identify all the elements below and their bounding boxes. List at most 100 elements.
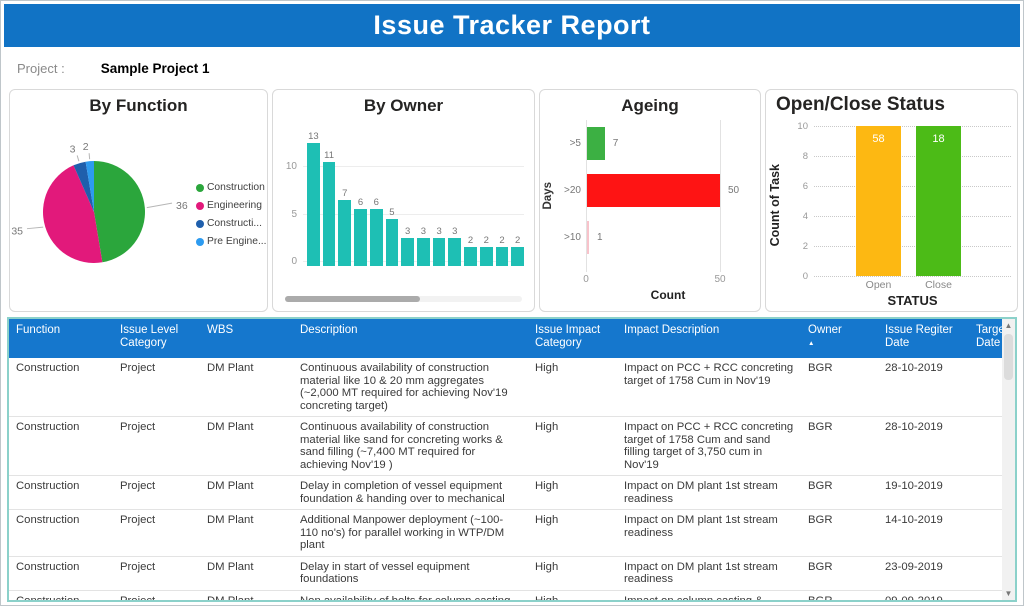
table-cell: High xyxy=(528,475,617,510)
svg-text:3: 3 xyxy=(70,144,76,156)
by-owner-plot[interactable]: 0 5 10 13 11 7 6 6 5 3 3 3 3 2 2 2 2 xyxy=(273,120,528,268)
table-cell: Impact on PCC + RCC concreting target of… xyxy=(624,362,794,387)
ageing-x-ticks: 0 50 xyxy=(583,274,750,288)
pie-slice-3[interactable] xyxy=(85,161,94,212)
legend-label: Pre Engine... xyxy=(207,236,267,247)
owner-bar[interactable]: 3 xyxy=(417,226,430,266)
by-function-pie[interactable]: 36 35 3 2 xyxy=(10,116,196,294)
ageing-bar-row[interactable]: 1 xyxy=(586,214,750,260)
table-cell: Construction xyxy=(9,475,113,510)
legend-label: Constructi... xyxy=(207,218,262,229)
owner-bar[interactable]: 7 xyxy=(338,188,352,266)
by-function-body: 36 35 3 2 Construction Engineering Constructi… xyxy=(10,116,267,294)
column-header-issue-impact-category[interactable]: Issue Impact Category xyxy=(528,319,617,359)
by-owner-scrollbar[interactable] xyxy=(285,296,522,302)
table-vertical-scrollbar[interactable]: ▲ ▼ xyxy=(1002,319,1015,600)
owner-bar[interactable]: 6 xyxy=(354,197,367,266)
owner-bar[interactable]: 3 xyxy=(401,226,415,266)
x-tick-label: 0 xyxy=(583,274,589,285)
table-cell: BGR xyxy=(801,589,878,600)
open-close-y-axis-label: Count of Task xyxy=(768,163,782,247)
legend-label: Construction xyxy=(207,182,265,193)
scrollbar-thumb[interactable] xyxy=(1004,334,1013,380)
owner-bar[interactable]: 13 xyxy=(307,131,320,266)
report-title: Issue Tracker Report xyxy=(373,10,651,40)
column-header-owner[interactable]: Owner ▲ xyxy=(801,319,878,359)
legend-dot-icon xyxy=(196,201,204,210)
pie-slice-1[interactable] xyxy=(43,165,103,263)
bar-value-label: 2 xyxy=(467,235,474,247)
table-cell: Impact on DM plant 1st stream readiness xyxy=(617,475,801,510)
table-row[interactable]: Construction Project DM Plant Non availabil… xyxy=(9,589,1015,600)
x-tick-label: 50 xyxy=(714,274,726,285)
bar-value-label: 2 xyxy=(515,235,521,247)
legend-dot-icon xyxy=(196,183,204,192)
ageing-plot[interactable]: 7 50 1 xyxy=(586,120,750,272)
status-bar-open[interactable]: 58 xyxy=(856,126,901,276)
column-header-impact-description[interactable]: Impact Description xyxy=(617,319,801,359)
table-cell: 28-10-2019 xyxy=(885,362,943,375)
scrollbar-thumb[interactable] xyxy=(285,296,421,302)
owner-bar[interactable]: 6 xyxy=(369,197,383,266)
table-row[interactable]: Construction Project DM Plant Delay in comp… xyxy=(9,475,1015,510)
table-cell: 28-10-2019 xyxy=(878,416,969,476)
ageing-y-axis-label: Days xyxy=(542,182,554,210)
table-row[interactable]: Construction Project DM Plant Continuous av… xyxy=(9,416,1015,476)
scroll-up-icon[interactable]: ▲ xyxy=(1004,321,1013,330)
y-tick-label: 10 xyxy=(797,121,808,132)
legend-item[interactable]: Pre Engine... xyxy=(196,236,267,247)
column-header-description[interactable]: Description xyxy=(293,319,528,359)
panel-by-owner: By Owner 0 5 10 13 11 7 6 6 5 3 3 3 3 2 2 2 2 xyxy=(272,89,535,312)
ageing-bar-row[interactable]: 7 xyxy=(586,120,750,166)
table-row[interactable]: Construction Project DM Plant Continuous av… xyxy=(9,358,1015,417)
table-cell: Construction xyxy=(9,589,113,600)
bar-value-label: 2 xyxy=(483,235,489,247)
y-tick-label: 2 xyxy=(802,241,808,252)
column-header-function[interactable]: Function xyxy=(9,319,113,359)
x-tick-label: Close xyxy=(925,279,952,291)
by-function-title: By Function xyxy=(89,96,188,115)
table-cell: Construction xyxy=(9,509,113,557)
table-cell: Project xyxy=(113,589,200,600)
ageing-bar-row[interactable]: 50 xyxy=(586,167,750,213)
owner-bar[interactable]: 11 xyxy=(322,150,336,266)
y-tick-label: 8 xyxy=(802,151,808,162)
owner-bar[interactable]: 2 xyxy=(495,235,509,266)
bar-value-label: 6 xyxy=(373,197,379,209)
table-cell: Continuous availability of construction … xyxy=(300,362,508,412)
table-row[interactable]: Construction Project DM Plant Delay in star… xyxy=(9,555,1015,591)
table-cell: High xyxy=(528,589,617,600)
column-header-wbs[interactable]: WBS xyxy=(200,319,293,359)
bar-value-label: 3 xyxy=(452,225,458,237)
table-cell: Impact on PCC + RCC concreting target of… xyxy=(617,416,801,476)
owner-bar[interactable]: 2 xyxy=(511,235,525,266)
table-cell: Additional Manpower deployment (~100-110… xyxy=(293,509,528,557)
owner-bar[interactable]: 3 xyxy=(448,225,462,266)
legend-item[interactable]: Constructi... xyxy=(196,218,267,229)
owner-bar[interactable]: 2 xyxy=(479,235,493,266)
legend-item[interactable]: Engineering xyxy=(196,200,267,211)
bar-value-label: 3 xyxy=(420,225,427,237)
scroll-down-icon[interactable]: ▼ xyxy=(1004,589,1013,598)
column-header-issue-level-category[interactable]: Issue Level Category xyxy=(113,319,200,359)
bar-value-label: 50 xyxy=(728,184,740,196)
legend-item[interactable]: Construction xyxy=(196,182,267,193)
report-header: Issue Tracker Report xyxy=(4,4,1020,47)
legend-dot-icon xyxy=(196,237,204,246)
table-cell: DM Plant xyxy=(200,555,293,591)
owner-bar[interactable]: 3 xyxy=(432,226,446,266)
status-bar-close[interactable]: 18 xyxy=(916,126,961,276)
issues-table-grid: Function Issue Level Category WBS Descripti… xyxy=(9,319,1015,600)
table-row[interactable]: Construction Project DM Plant Additional Ma… xyxy=(9,509,1015,557)
owner-bar[interactable]: 5 xyxy=(385,207,399,266)
legend-dot-icon xyxy=(196,219,204,228)
svg-text:2: 2 xyxy=(83,141,89,153)
column-header-issue-regiter-date[interactable]: Issue Regiter Date xyxy=(878,319,969,359)
open-close-plot[interactable]: 0 2 4 6 8 10 58 18 xyxy=(797,121,1011,282)
bar-value-label: 58 xyxy=(872,133,885,145)
owner-bar[interactable]: 2 xyxy=(464,235,477,266)
pie-slice-0[interactable] xyxy=(94,161,146,263)
project-row: Project : Sample Project 1 xyxy=(17,53,1023,83)
table-cell: 14-10-2019 xyxy=(878,509,969,557)
pie-slice-2[interactable] xyxy=(73,161,94,212)
